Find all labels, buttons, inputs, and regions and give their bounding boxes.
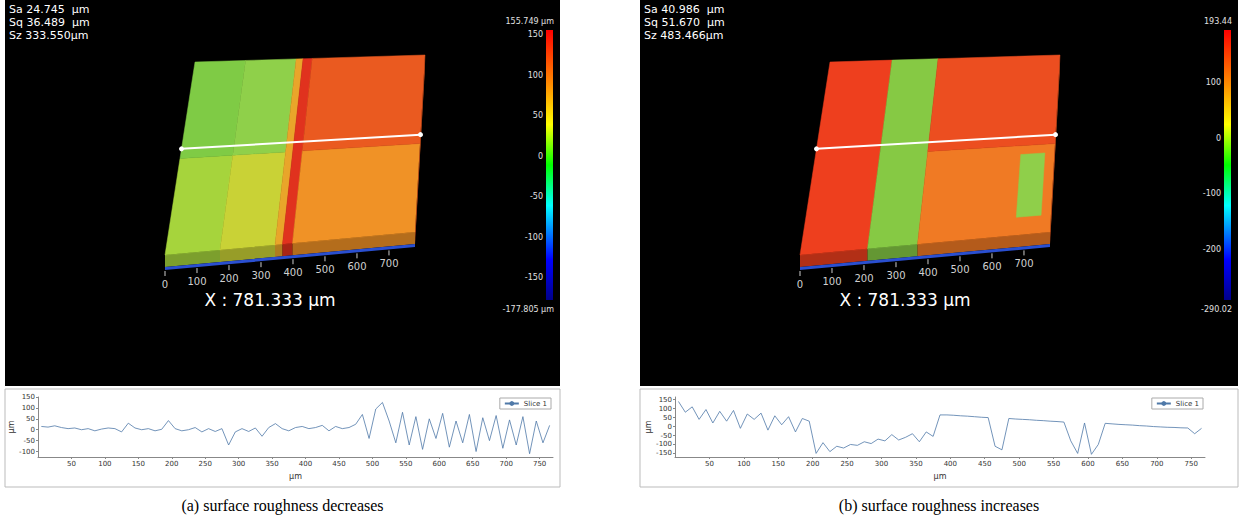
svg-text:-100: -100 [656, 440, 672, 448]
svg-text:Sz 333.550µm: Sz 333.550µm [9, 29, 88, 42]
svg-text:500: 500 [1012, 460, 1025, 468]
svg-text:300: 300 [251, 270, 270, 281]
svg-text:150: 150 [22, 393, 35, 401]
svg-text:200: 200 [806, 460, 819, 468]
svg-text:650: 650 [466, 460, 479, 468]
svg-text:µm: µm [289, 472, 302, 481]
svg-text:450: 450 [332, 460, 345, 468]
svg-text:0: 0 [1216, 134, 1221, 143]
svg-text:550: 550 [1047, 460, 1060, 468]
svg-text:0: 0 [31, 426, 35, 434]
svg-text:750: 750 [533, 460, 546, 468]
svg-text:100: 100 [528, 71, 543, 80]
svg-text:700: 700 [499, 460, 512, 468]
svg-text:350: 350 [265, 460, 278, 468]
svg-text:-200: -200 [1203, 245, 1221, 254]
svg-text:-50: -50 [661, 432, 672, 440]
svg-text:600: 600 [982, 261, 1001, 272]
svg-text:500: 500 [366, 460, 379, 468]
svg-text:750: 750 [1185, 460, 1198, 468]
svg-text:µm: µm [644, 420, 653, 433]
svg-text:550: 550 [399, 460, 412, 468]
svg-text:700: 700 [1014, 258, 1033, 269]
svg-text:50: 50 [67, 460, 76, 468]
svg-text:500: 500 [315, 264, 334, 275]
svg-text:100: 100 [822, 276, 841, 287]
svg-text:Sa 24.745 µm: Sa 24.745 µm [9, 3, 89, 16]
svg-text:50: 50 [705, 460, 714, 468]
svg-text:X : 781.333 µm: X : 781.333 µm [204, 290, 335, 310]
svg-text:Slice 1: Slice 1 [524, 400, 547, 408]
svg-text:Sz 483.466µm: Sz 483.466µm [644, 29, 723, 42]
svg-text:(b) surface roughness increase: (b) surface roughness increases [839, 497, 1039, 515]
svg-text:250: 250 [840, 460, 853, 468]
svg-text:Sq 51.670 µm: Sq 51.670 µm [644, 16, 725, 29]
svg-text:-100: -100 [1203, 189, 1221, 198]
svg-text:400: 400 [918, 267, 937, 278]
svg-text:µm: µm [934, 472, 947, 481]
svg-text:200: 200 [165, 460, 178, 468]
svg-text:700: 700 [1150, 460, 1163, 468]
svg-text:150: 150 [528, 30, 543, 39]
svg-text:-150: -150 [656, 449, 672, 457]
svg-text:300: 300 [232, 460, 245, 468]
svg-text:X : 781.333 µm: X : 781.333 µm [839, 290, 970, 310]
svg-text:100: 100 [187, 276, 206, 287]
svg-text:-150: -150 [525, 273, 543, 282]
svg-text:-177.805 µm: -177.805 µm [503, 305, 555, 314]
svg-text:0: 0 [162, 279, 168, 290]
svg-text:200: 200 [854, 273, 873, 284]
svg-text:-100: -100 [19, 448, 35, 456]
svg-text:-100: -100 [525, 233, 543, 242]
svg-text:700: 700 [379, 258, 398, 269]
svg-text:150: 150 [132, 460, 145, 468]
svg-text:-50: -50 [530, 192, 543, 201]
svg-text:50: 50 [533, 111, 543, 120]
svg-text:Sq 36.489 µm: Sq 36.489 µm [9, 16, 90, 29]
svg-text:200: 200 [219, 273, 238, 284]
svg-text:Slice 1: Slice 1 [1176, 400, 1199, 408]
svg-text:300: 300 [875, 460, 888, 468]
svg-text:-290.02: -290.02 [1201, 305, 1232, 314]
svg-text:0: 0 [668, 423, 672, 431]
svg-text:0: 0 [538, 152, 543, 161]
svg-text:300: 300 [886, 270, 905, 281]
svg-text:400: 400 [944, 460, 957, 468]
svg-text:100: 100 [98, 460, 111, 468]
svg-text:(a) surface roughness decrease: (a) surface roughness decreases [181, 497, 383, 515]
svg-text:600: 600 [433, 460, 446, 468]
svg-text:650: 650 [1116, 460, 1129, 468]
svg-text:100: 100 [1206, 78, 1221, 87]
svg-text:400: 400 [299, 460, 312, 468]
svg-text:450: 450 [978, 460, 991, 468]
svg-text:250: 250 [199, 460, 212, 468]
svg-text:350: 350 [909, 460, 922, 468]
svg-text:150: 150 [659, 396, 672, 404]
svg-text:600: 600 [1081, 460, 1094, 468]
svg-text:155.749 µm: 155.749 µm [505, 17, 554, 26]
svg-text:Sa 40.986 µm: Sa 40.986 µm [644, 3, 724, 16]
svg-text:600: 600 [347, 261, 366, 272]
svg-text:100: 100 [737, 460, 750, 468]
svg-text:500: 500 [950, 264, 969, 275]
svg-text:-50: -50 [24, 437, 35, 445]
svg-text:µm: µm [7, 420, 16, 433]
svg-text:150: 150 [772, 460, 785, 468]
svg-text:50: 50 [26, 415, 35, 423]
svg-text:193.44: 193.44 [1204, 17, 1232, 26]
svg-text:100: 100 [22, 404, 35, 412]
svg-text:50: 50 [663, 414, 672, 422]
svg-text:400: 400 [283, 267, 302, 278]
svg-text:100: 100 [659, 405, 672, 413]
svg-text:0: 0 [797, 279, 803, 290]
